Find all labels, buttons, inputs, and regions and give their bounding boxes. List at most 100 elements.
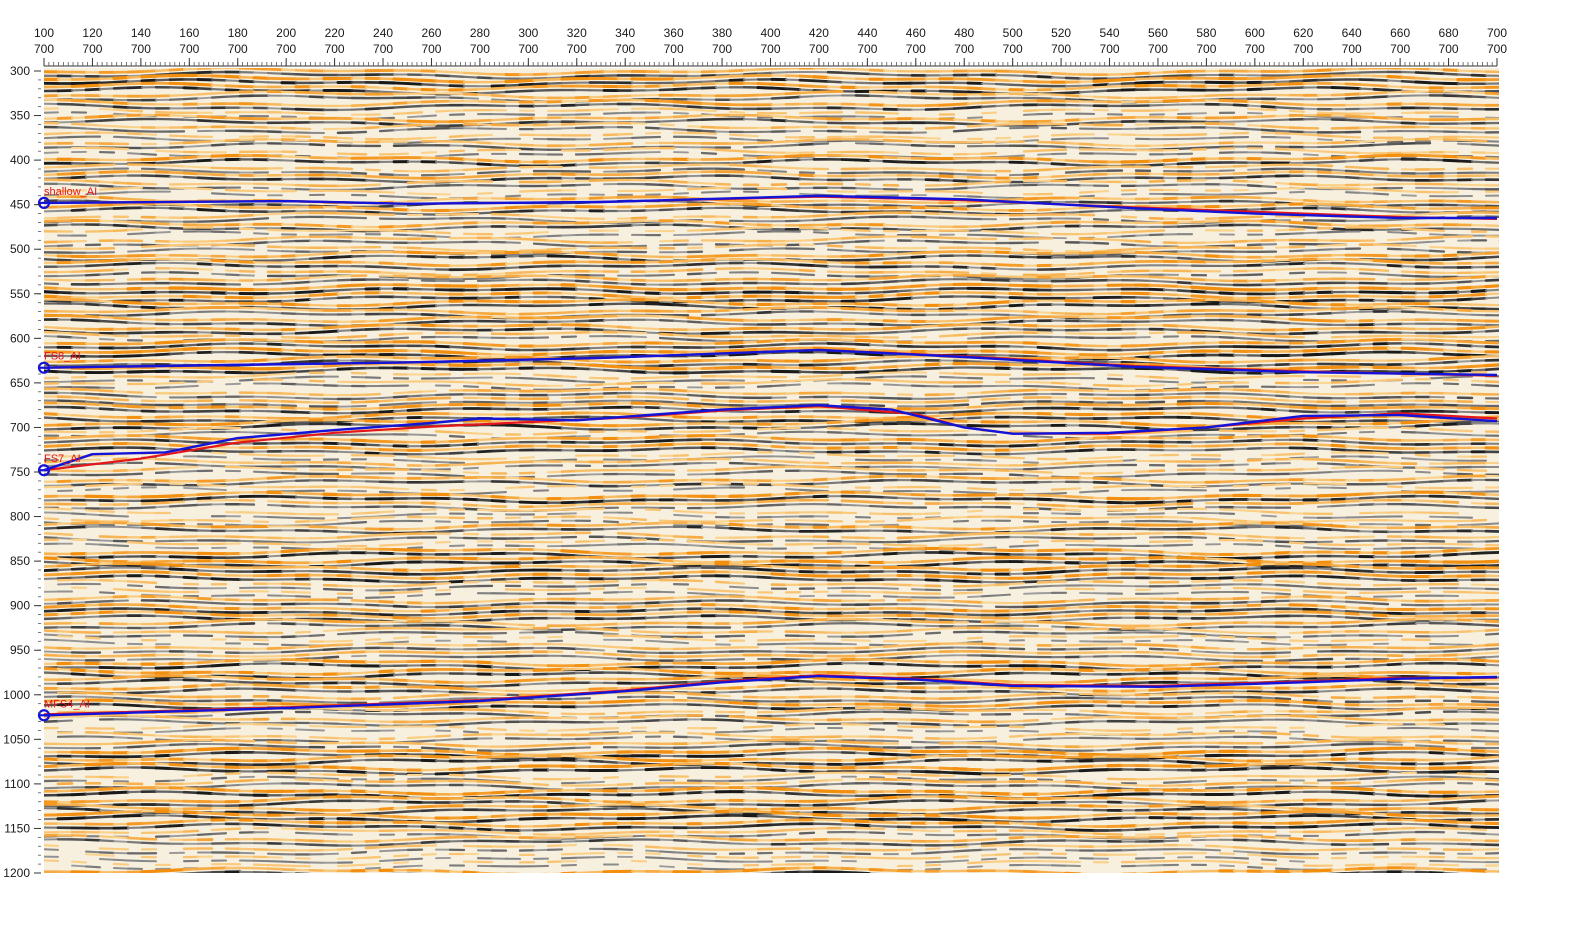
seismic-reflector bbox=[602, 220, 620, 224]
seismic-reflector bbox=[266, 236, 284, 240]
seismic-reflector bbox=[966, 211, 984, 215]
seismic-reflector bbox=[756, 203, 774, 207]
seismic-reflector bbox=[1008, 197, 1026, 201]
seismic-reflector bbox=[44, 151, 59, 154]
seismic-reflector bbox=[659, 127, 675, 131]
seismic-reflector bbox=[364, 183, 382, 187]
seismic-reflector bbox=[1414, 71, 1432, 75]
seismic-reflector bbox=[868, 257, 886, 261]
seismic-reflector bbox=[953, 194, 969, 198]
seismic-reflector bbox=[1386, 90, 1404, 94]
seismic-reflector bbox=[1344, 257, 1362, 262]
seismic-reflector bbox=[308, 143, 326, 147]
seismic-reflector bbox=[644, 204, 662, 208]
seismic-reflector bbox=[84, 115, 102, 119]
seismic-reflector bbox=[112, 80, 130, 84]
seismic-reflector bbox=[1023, 235, 1039, 239]
seismic-reflector bbox=[406, 100, 424, 104]
seismic-reflector bbox=[1456, 138, 1474, 142]
seismic-reflector bbox=[1050, 87, 1068, 91]
seismic-reflector bbox=[868, 68, 886, 72]
seismic-reflector bbox=[1358, 95, 1376, 100]
seismic-reflector bbox=[547, 76, 563, 80]
seismic-reflector bbox=[476, 167, 494, 171]
seismic-reflector bbox=[658, 84, 676, 88]
seismic-reflector bbox=[1470, 275, 1488, 279]
seismic-reflector bbox=[518, 261, 536, 265]
seismic-reflector bbox=[169, 168, 185, 172]
seismic-reflector bbox=[770, 96, 788, 100]
seismic-reflector bbox=[1064, 122, 1082, 126]
seismic-reflector bbox=[756, 114, 774, 118]
seismic-reflector bbox=[742, 160, 760, 164]
seismic-reflector bbox=[224, 120, 242, 124]
seismic-reflector bbox=[1050, 76, 1068, 79]
seismic-reflector bbox=[938, 178, 956, 182]
seismic-reflector bbox=[154, 68, 172, 73]
seismic-reflector bbox=[140, 225, 158, 229]
seismic-reflector bbox=[294, 159, 312, 163]
seismic-reflector bbox=[1442, 154, 1460, 159]
seismic-reflector bbox=[406, 127, 424, 131]
seismic-reflector bbox=[644, 176, 662, 180]
seismic-reflector bbox=[728, 167, 746, 171]
seismic-reflector bbox=[210, 154, 228, 158]
seismic-reflector bbox=[742, 170, 760, 175]
seismic-reflector bbox=[1302, 225, 1320, 230]
seismic-reflector bbox=[168, 150, 186, 153]
seismic-reflector bbox=[448, 226, 466, 229]
seismic-reflector bbox=[1176, 277, 1194, 281]
seismic-reflector bbox=[350, 174, 368, 178]
seismic-reflector bbox=[798, 84, 816, 88]
seismic-reflector bbox=[378, 207, 396, 211]
seismic-reflector bbox=[518, 78, 536, 83]
seismic-reflector bbox=[364, 190, 382, 194]
seismic-reflector bbox=[1456, 90, 1474, 94]
seismic-reflector bbox=[1442, 253, 1460, 258]
seismic-reflector bbox=[1036, 208, 1054, 212]
seismic-reflector bbox=[994, 247, 1012, 251]
seismic-reflector bbox=[350, 126, 368, 130]
seismic-reflector bbox=[980, 266, 998, 270]
seismic-reflector bbox=[1023, 226, 1039, 229]
seismic-reflector bbox=[1050, 145, 1068, 149]
seismic-reflector bbox=[84, 103, 102, 108]
seismic-reflector bbox=[224, 94, 242, 98]
seismic-reflector bbox=[994, 136, 1012, 140]
seismic-reflector bbox=[1260, 101, 1278, 105]
seismic-reflector bbox=[490, 90, 508, 94]
seismic-reflector bbox=[1106, 82, 1124, 86]
seismic-reflector bbox=[112, 75, 130, 80]
seismic-reflector bbox=[182, 271, 200, 275]
seismic-reflector bbox=[1316, 248, 1334, 252]
seismic-reflector bbox=[280, 68, 298, 72]
seismic-reflector bbox=[1358, 262, 1376, 266]
seismic-reflector bbox=[1106, 231, 1124, 235]
seismic-reflector bbox=[966, 204, 984, 208]
seismic-reflector bbox=[841, 81, 857, 84]
seismic-reflector bbox=[1120, 77, 1138, 82]
seismic-reflector bbox=[1204, 254, 1222, 259]
seismic-reflector bbox=[1134, 159, 1152, 164]
seismic-reflector bbox=[322, 255, 340, 260]
seismic-reflector bbox=[924, 239, 942, 243]
seismic-reflector bbox=[686, 202, 704, 207]
seismic-reflector bbox=[798, 226, 816, 230]
seismic-reflector bbox=[266, 228, 284, 232]
seismic-reflector bbox=[1064, 166, 1082, 170]
seismic-reflector bbox=[294, 276, 312, 281]
seismic-reflector bbox=[784, 176, 802, 181]
seismic-reflector bbox=[238, 79, 256, 84]
seismic-reflector bbox=[112, 129, 130, 133]
seismic-reflector bbox=[210, 115, 228, 120]
seismic-reflector bbox=[364, 187, 382, 191]
seismic-reflector bbox=[392, 112, 410, 115]
seismic-reflector bbox=[1442, 276, 1460, 281]
seismic-reflector bbox=[980, 151, 998, 155]
seismic-reflector bbox=[1204, 94, 1222, 98]
seismic-reflector bbox=[1051, 97, 1067, 101]
seismic-reflector bbox=[588, 256, 606, 260]
seismic-reflector bbox=[1078, 271, 1096, 275]
seismic-reflector bbox=[378, 190, 396, 194]
seismic-reflector bbox=[546, 243, 564, 247]
